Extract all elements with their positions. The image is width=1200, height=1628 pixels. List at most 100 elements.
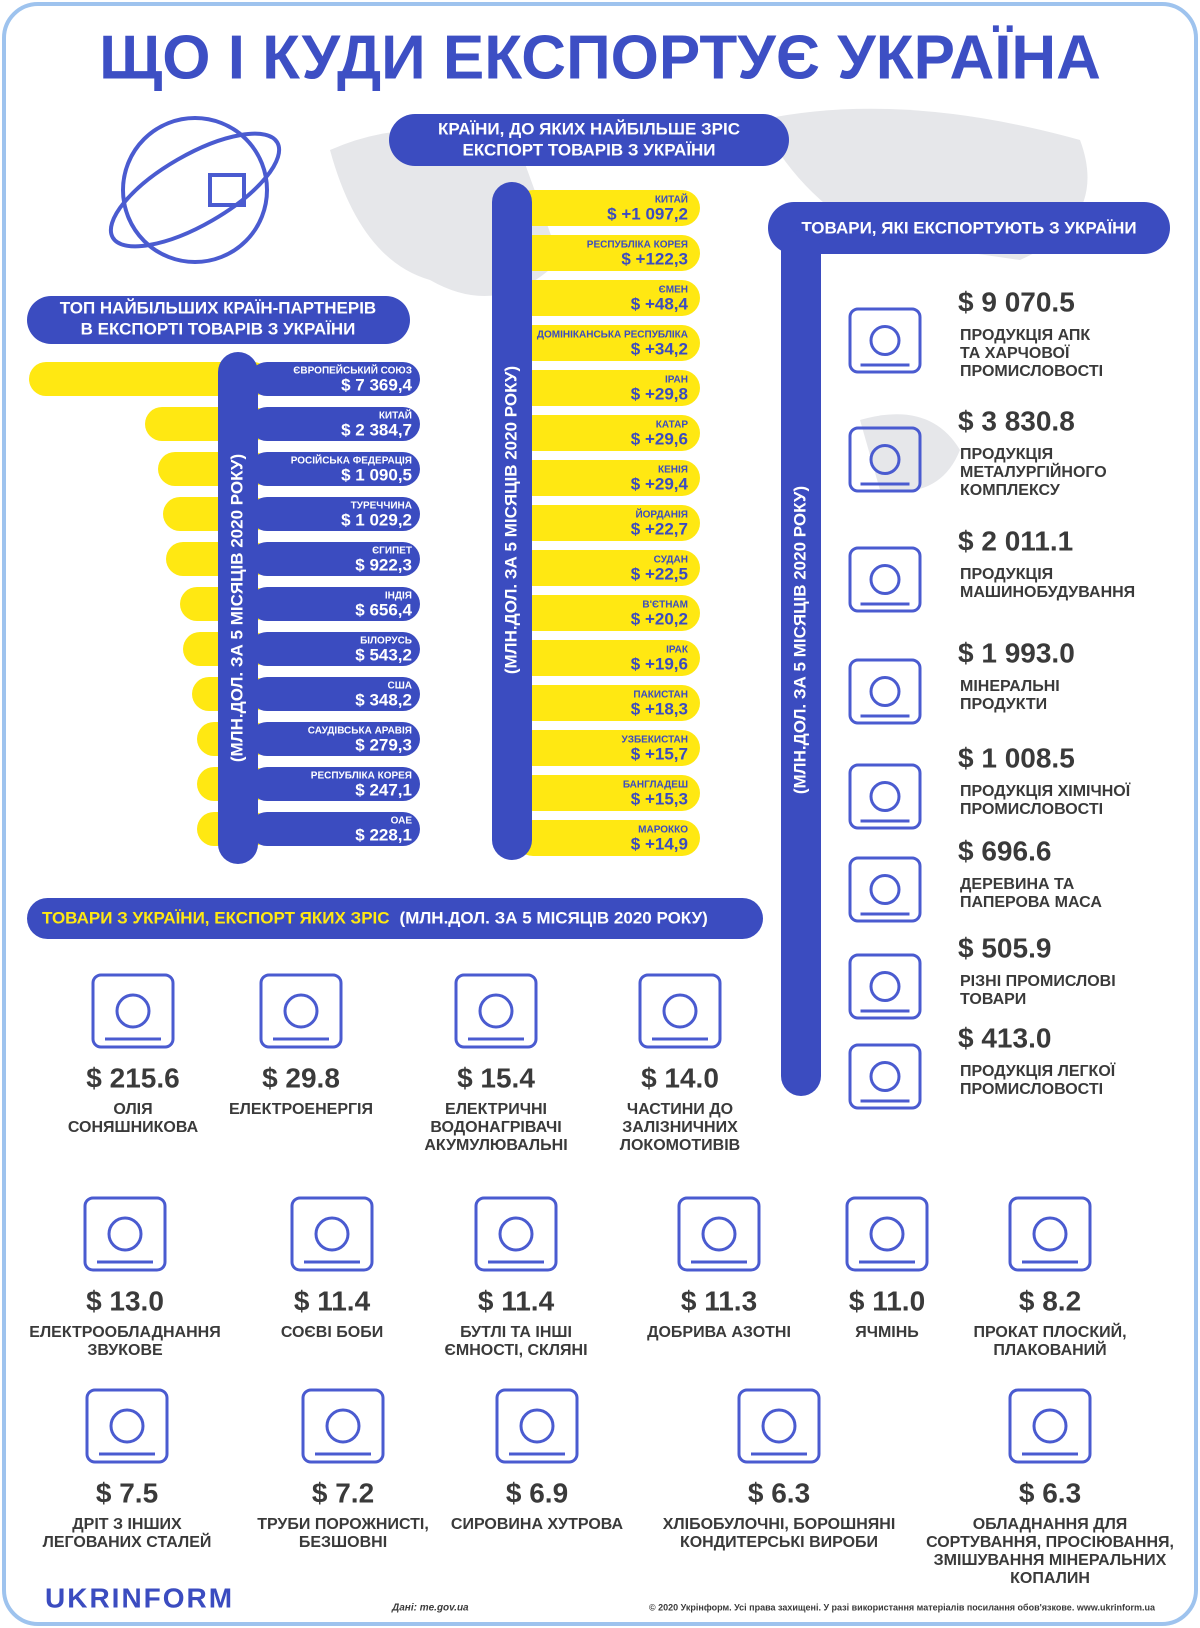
label: ЕЛЕКТРОЕНЕРГІЯ <box>229 1101 373 1118</box>
icon-shape <box>109 1408 145 1444</box>
value: $ 543,2 <box>355 645 412 664</box>
country: РЕСПУБЛІКА КОРЕЯ <box>311 771 412 782</box>
label: ОБЛАДНАННЯ ДЛЯ <box>973 1516 1128 1533</box>
icon-shape <box>91 973 175 1049</box>
icon-shape <box>83 1196 167 1272</box>
pill <box>515 550 700 586</box>
icon-shape <box>314 1216 350 1252</box>
pill <box>515 505 700 541</box>
label: ПЛАКОВАНИЙ <box>993 1340 1106 1359</box>
label: ПРОДУКЦІЯ <box>960 446 1053 463</box>
pill <box>250 407 420 441</box>
icon-shape <box>1032 1408 1068 1444</box>
value: $ 7.2 <box>312 1477 374 1508</box>
icon-shape <box>737 1388 821 1464</box>
value: $ 6.3 <box>748 1477 810 1508</box>
icon <box>638 973 722 1049</box>
label: КОПАЛИН <box>1010 1570 1090 1587</box>
value: $ +1 097,2 <box>607 204 688 223</box>
label: БУТЛІ ТА ІНШІ <box>460 1324 572 1341</box>
icon <box>848 426 922 493</box>
icon <box>848 856 922 923</box>
pill <box>27 296 410 344</box>
value: $ 9 070.5 <box>958 286 1075 317</box>
country: ЄМЕН <box>659 285 688 296</box>
pill <box>515 190 700 226</box>
icon <box>848 953 922 1020</box>
pill <box>250 542 420 576</box>
icon <box>737 1388 821 1464</box>
value: $ 348,2 <box>355 690 412 709</box>
icon-shape <box>454 973 538 1049</box>
section-heading: ЕКСПОРТ ТОВАРІВ З УКРАЇНИ <box>462 140 715 159</box>
pill <box>515 730 700 766</box>
label: ПРОКАТ ПЛОСКИЙ, <box>973 1322 1126 1341</box>
icon-shape <box>848 426 922 493</box>
value: $ 215.6 <box>86 1062 179 1093</box>
value: $ 1 029,2 <box>341 510 412 529</box>
country: ІНДІЯ <box>385 591 412 602</box>
label: ПРОМИСЛОВОСТІ <box>960 1081 1103 1098</box>
country: ІРАК <box>666 645 689 656</box>
value: $ 922,3 <box>355 555 412 574</box>
icon-shape <box>869 564 901 595</box>
country: ОАЕ <box>391 816 413 827</box>
value: $ 279,3 <box>355 735 412 754</box>
icon-shape <box>848 1043 922 1110</box>
label: СОРТУВАННЯ, ПРОСІЮВАННЯ, <box>926 1534 1174 1551</box>
label: ПРОДУКТИ <box>960 696 1047 713</box>
icon-shape <box>848 546 922 613</box>
label: СОНЯШНИКОВА <box>68 1119 199 1136</box>
icon-shape <box>848 307 922 374</box>
label: ТРУБИ ПОРОЖНИСТІ, <box>257 1516 429 1533</box>
label: ВОДОНАГРІВАЧІ <box>430 1119 561 1136</box>
pill <box>515 460 700 496</box>
icon <box>290 1196 374 1272</box>
label: ПРОМИСЛОВОСТІ <box>960 363 1103 380</box>
value: $ +34,2 <box>631 339 688 358</box>
country: ЄВРОПЕЙСЬКИЙ СОЮЗ <box>293 364 412 377</box>
icon-shape <box>869 444 901 475</box>
icon-shape <box>869 781 901 812</box>
country: РОСІЙСЬКА ФЕДЕРАЦІЯ <box>291 454 412 467</box>
pill <box>250 587 420 621</box>
country: В'ЄТНАМ <box>642 600 688 611</box>
icon-shape <box>869 1216 905 1252</box>
icon-shape <box>677 1196 761 1272</box>
icon-shape <box>701 1216 737 1252</box>
icon <box>848 307 922 374</box>
value: $ 8.2 <box>1019 1285 1081 1316</box>
label: ПРОДУКЦІЯ АПК <box>960 327 1090 344</box>
icon <box>845 1196 929 1272</box>
icon-shape <box>519 1408 555 1444</box>
country: ЙОРДАНІЯ <box>635 508 688 521</box>
icon <box>677 1196 761 1272</box>
icon-shape <box>845 1196 929 1272</box>
icon-shape <box>325 1408 361 1444</box>
pill <box>515 235 700 271</box>
value: $ 696.6 <box>958 835 1051 866</box>
icon <box>848 658 922 725</box>
label: ЗМІШУВАННЯ МІНЕРАЛЬНИХ <box>934 1552 1167 1569</box>
value: $ 7 369,4 <box>341 375 412 394</box>
icon-shape <box>283 993 319 1029</box>
unit-label: (МЛН.ДОЛ. ЗА 5 МІСЯЦІВ 2020 РОКУ) <box>227 454 246 762</box>
value: $ 29.8 <box>262 1062 340 1093</box>
pill <box>250 812 420 846</box>
value: $ 2 384,7 <box>341 420 412 439</box>
label: СОЄВІ БОБИ <box>281 1324 383 1341</box>
label: ДОБРИВА АЗОТНІ <box>647 1324 791 1341</box>
icon-shape <box>1008 1388 1092 1464</box>
icon-shape <box>1032 1216 1068 1252</box>
value: $ 1 008.5 <box>958 742 1075 773</box>
vertical-bar <box>218 352 258 864</box>
pill <box>250 632 420 666</box>
globe-icon <box>108 116 282 264</box>
label: БЕЗШОВНІ <box>299 1534 387 1551</box>
icon <box>1008 1196 1092 1272</box>
country: США <box>388 681 413 692</box>
label: ТА ХАРЧОВОЇ <box>960 344 1070 362</box>
icon-shape <box>498 1216 534 1252</box>
country: БІЛОРУСЬ <box>360 636 412 647</box>
pill <box>515 820 700 856</box>
